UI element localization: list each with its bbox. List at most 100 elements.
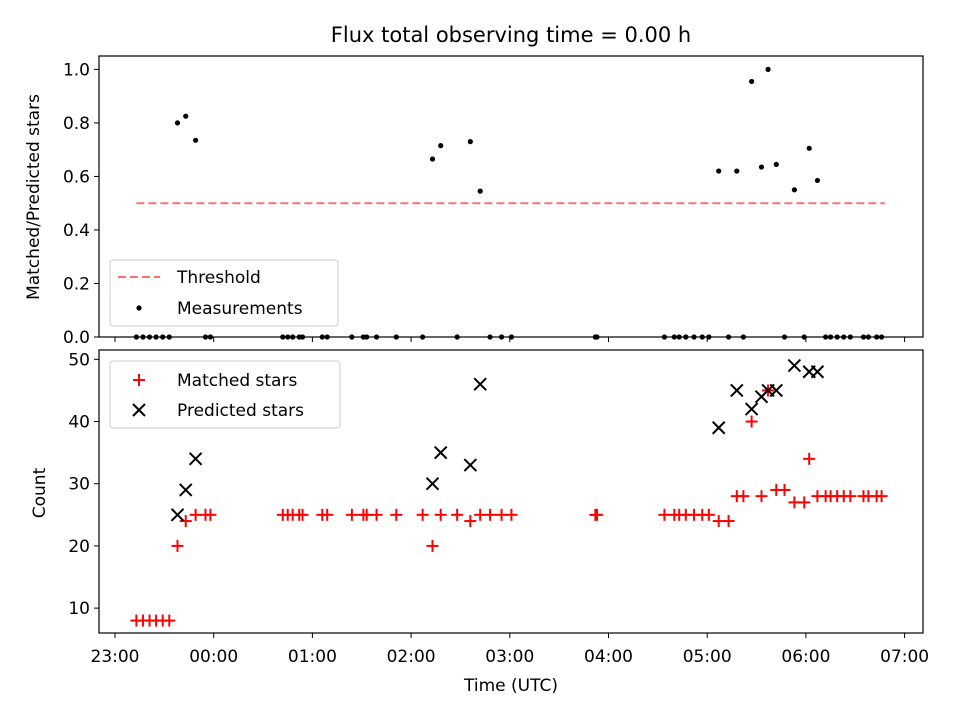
matched-star-point: [590, 508, 603, 521]
x-tick-label: 02:00: [387, 647, 436, 667]
predicted-star-point: [787, 358, 802, 373]
x-tick-label: 05:00: [683, 647, 732, 667]
matched-star-point: [702, 508, 715, 521]
matched-star-point: [464, 515, 477, 528]
top-y-tick-label: 0.4: [63, 221, 90, 241]
matched-star-point: [737, 490, 750, 503]
predicted-star-point: [179, 483, 193, 497]
matched-star-point: [722, 515, 735, 528]
top-panel: 0.0 0.2 0.4 0.6 0.8 1.0 Matched/Predicted sta…: [24, 55, 924, 348]
bottom-y-axis-label: Count: [30, 467, 50, 518]
measurement-point: [791, 187, 797, 193]
predicted-star-point: [434, 445, 448, 460]
measurement-point: [806, 145, 812, 151]
measurement-point: [174, 120, 181, 126]
legend-label-measurements: Measurements: [177, 299, 303, 319]
measurement-point: [773, 161, 779, 167]
measurement-point: [734, 168, 740, 174]
legend-label-matched: Matched stars: [177, 371, 297, 391]
matched-star-point: [798, 496, 811, 509]
chart-title: Flux total observing time = 0.00 h: [331, 23, 691, 47]
matched-star-point: [204, 508, 217, 521]
matched-star-point: [171, 539, 184, 552]
x-tick-label: 23:00: [91, 647, 140, 667]
predicted-star-point: [730, 383, 744, 398]
matched-star-point: [163, 614, 176, 627]
bottom-y-tick-label: 40: [68, 413, 90, 433]
matched-star-point: [875, 490, 888, 503]
measurement-point: [193, 137, 199, 143]
bottom-y-axis: 10 20 30 40 50: [68, 350, 99, 619]
measurement-point: [429, 156, 436, 162]
bottom-legend-box: [109, 360, 341, 429]
matched-star-point: [778, 483, 791, 496]
matched-legend-swatch: [133, 374, 145, 386]
top-x-ticks: [114, 337, 906, 342]
matched-star-point: [390, 508, 403, 521]
x-tick-label: 01:00: [288, 647, 337, 667]
bottom-series-layer: [130, 358, 888, 627]
top-y-axis: 0.0 0.2 0.4 0.6 0.8 1.0: [63, 60, 99, 348]
top-y-tick-label: 0.2: [63, 274, 90, 294]
measurements-legend-swatch: [136, 305, 142, 311]
bottom-panel-frame: [98, 349, 924, 634]
measurement-point: [749, 78, 755, 85]
predicted-star-point: [425, 477, 440, 491]
legend-label-threshold: Threshold: [176, 268, 261, 288]
measurement-point: [477, 188, 483, 194]
top-panel-frame: [98, 55, 924, 338]
matched-star-point: [844, 490, 857, 503]
matched-star-point: [370, 508, 383, 521]
measurement-point: [814, 177, 821, 184]
matched-star-point: [505, 508, 518, 521]
bottom-y-tick-label: 30: [68, 475, 90, 495]
x-tick-label: 04:00: [584, 647, 633, 667]
x-tick-label: 07:00: [880, 647, 929, 667]
predicted-star-point: [188, 452, 203, 466]
predicted-star-point: [744, 402, 759, 416]
bottom-y-tick-label: 20: [68, 537, 90, 557]
matched-star-point: [345, 508, 358, 521]
top-series-layer: [133, 66, 885, 340]
measurement-point: [438, 143, 444, 149]
predicted-star-point: [473, 377, 487, 391]
matched-star-point: [745, 415, 758, 428]
top-y-tick-label: 0.6: [63, 167, 90, 187]
bottom-legend: Matched stars Predicted stars: [109, 360, 341, 429]
predicted-star-point: [463, 458, 478, 472]
top-legend: Threshold Measurements: [109, 259, 339, 327]
matched-star-point: [296, 508, 309, 521]
bottom-panel: 10 20 30 40 50 23:00 00:00 01:00 02:00 03:00 04:0…: [30, 349, 929, 696]
measurement-point: [716, 168, 722, 174]
measurement-point: [758, 164, 765, 170]
x-tick-label: 06:00: [781, 647, 830, 667]
matched-star-point: [179, 515, 192, 528]
legend-label-predicted: Predicted stars: [177, 401, 304, 421]
bottom-y-tick-label: 10: [68, 599, 90, 619]
x-tick-label: 00:00: [189, 647, 238, 667]
measurement-point: [183, 113, 189, 119]
predicted-legend-swatch: [132, 403, 146, 417]
matched-star-point: [451, 508, 464, 521]
predicted-star-point: [170, 508, 185, 522]
matched-star-point: [434, 508, 447, 521]
matched-star-point: [484, 508, 497, 521]
predicted-star-point: [712, 421, 726, 435]
measurement-point: [765, 66, 771, 72]
predicted-star-point: [810, 365, 825, 379]
predicted-star-point: [769, 383, 783, 398]
top-y-axis-label: Matched/Predicted stars: [24, 94, 44, 300]
matched-star-point: [321, 508, 334, 521]
matched-star-point: [755, 490, 768, 503]
bottom-x-axis: 23:00 00:00 01:00 02:00 03:00 04:00 05:00 06:00…: [91, 633, 929, 667]
matched-star-point: [803, 452, 816, 465]
x-tick-label: 03:00: [485, 647, 534, 667]
top-y-tick-label: 0.0: [63, 328, 90, 348]
top-y-tick-label: 0.8: [63, 114, 90, 134]
matched-star-point: [426, 539, 439, 552]
measurement-point: [467, 139, 473, 145]
top-y-tick-label: 1.0: [63, 60, 90, 80]
matched-star-point: [416, 508, 429, 521]
